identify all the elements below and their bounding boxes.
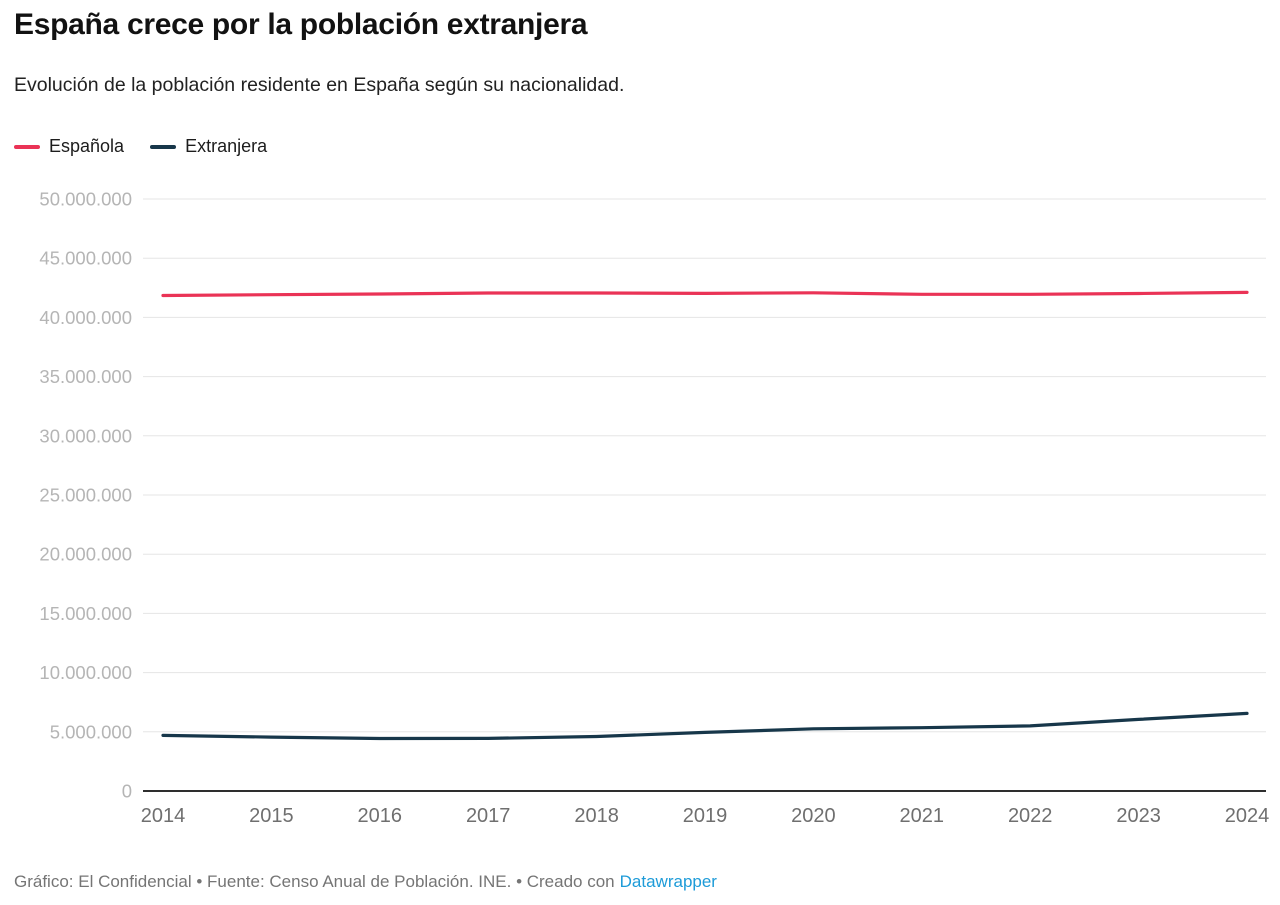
series-line-extranjera xyxy=(161,711,1249,741)
x-axis-tick-label: 2014 xyxy=(141,805,186,827)
chart-subtitle: Evolución de la población residente en E… xyxy=(14,74,625,96)
x-axis-tick-label: 2022 xyxy=(1008,805,1053,827)
y-axis-tick-label: 25.000.000 xyxy=(39,485,132,506)
legend-item-espanola: Española xyxy=(14,136,124,157)
legend-label-espanola: Española xyxy=(49,136,125,156)
x-axis-tick-label: 2021 xyxy=(900,805,945,827)
x-axis-tick-label: 2019 xyxy=(683,805,728,827)
y-axis-tick-label: 5.000.000 xyxy=(50,721,132,742)
y-axis-tick-label: 10.000.000 xyxy=(39,662,132,683)
footer-attribution-text: Gráfico: El Confidencial • Fuente: Censo… xyxy=(14,872,615,891)
series-line-española xyxy=(161,290,1249,298)
datawrapper-link[interactable]: Datawrapper xyxy=(619,872,717,891)
legend-item-extranjera: Extranjera xyxy=(150,136,267,157)
x-axis-tick-label: 2018 xyxy=(574,805,619,827)
x-axis-tick-label: 2016 xyxy=(358,805,403,827)
x-axis-tick-label: 2024 xyxy=(1225,805,1270,827)
y-axis-tick-label: 35.000.000 xyxy=(39,366,132,387)
y-axis-tick-label: 45.000.000 xyxy=(39,248,132,269)
x-axis-tick-label: 2017 xyxy=(466,805,511,827)
legend-swatch-espanola xyxy=(14,144,40,149)
chart-title: España crece por la población extranjera xyxy=(14,8,588,41)
chart-footer: Gráfico: El Confidencial • Fuente: Censo… xyxy=(14,872,717,892)
y-axis-tick-label: 15.000.000 xyxy=(39,603,132,624)
y-axis-tick-label: 0 xyxy=(122,781,132,802)
x-axis-tick-label: 2023 xyxy=(1116,805,1161,827)
legend-swatch-extranjera xyxy=(150,144,177,149)
legend: Española Extranjera xyxy=(14,136,267,157)
y-axis-tick-label: 40.000.000 xyxy=(39,307,132,328)
y-axis-tick-label: 30.000.000 xyxy=(39,425,132,446)
x-axis-tick-label: 2015 xyxy=(249,805,294,827)
legend-label-extranjera: Extranjera xyxy=(185,136,268,156)
y-axis-tick-label: 50.000.000 xyxy=(39,189,132,210)
x-axis-tick-label: 2020 xyxy=(791,805,836,827)
y-axis-tick-label: 20.000.000 xyxy=(39,544,132,565)
line-chart-plot: 0 5.000.000 10.000.000 15.000.000 20.000.000… xyxy=(39,189,1270,828)
